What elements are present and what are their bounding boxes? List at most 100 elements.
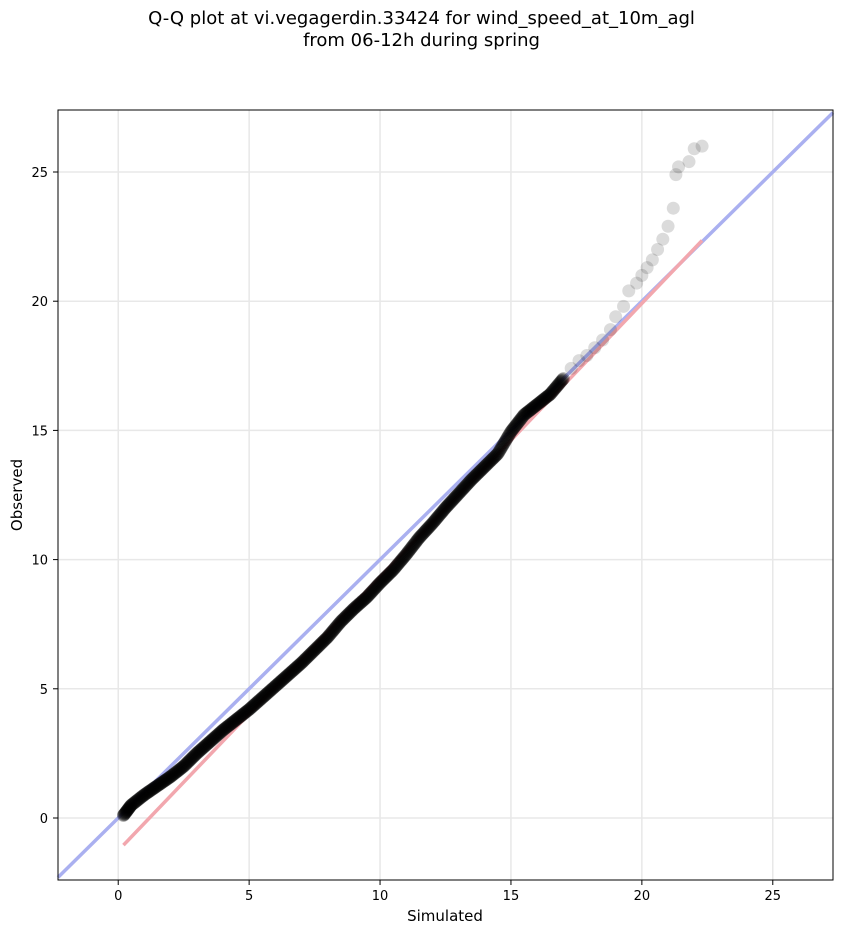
qq-point bbox=[196, 741, 210, 755]
qq-point bbox=[353, 596, 367, 610]
qq-point bbox=[513, 413, 527, 427]
qq-point bbox=[497, 436, 511, 450]
qq-point bbox=[192, 745, 206, 759]
qq-point bbox=[481, 457, 495, 471]
qq-point bbox=[124, 799, 138, 813]
qq-point bbox=[211, 727, 225, 741]
qq-point bbox=[603, 323, 617, 337]
qq-point bbox=[363, 587, 377, 601]
qq-point bbox=[551, 378, 565, 392]
qq-point bbox=[224, 716, 238, 730]
qq-point bbox=[291, 659, 305, 673]
qq-point bbox=[546, 384, 560, 398]
qq-point bbox=[234, 709, 248, 723]
qq-point bbox=[366, 583, 380, 597]
qq-point bbox=[460, 478, 474, 492]
qq-point bbox=[491, 447, 505, 461]
qq-point bbox=[318, 633, 332, 647]
qq-point bbox=[423, 519, 437, 533]
qq-point bbox=[257, 689, 271, 703]
qq-point bbox=[424, 518, 438, 532]
qq-point bbox=[500, 431, 514, 445]
qq-point bbox=[250, 696, 264, 710]
qq-point bbox=[386, 563, 400, 577]
qq-point bbox=[545, 385, 559, 399]
qq-point bbox=[435, 505, 449, 519]
qq-point bbox=[672, 160, 686, 174]
qq-point bbox=[133, 791, 147, 805]
qq-point bbox=[312, 638, 326, 652]
qq-point bbox=[166, 767, 180, 781]
qq-point bbox=[311, 639, 325, 653]
qq-point bbox=[533, 395, 547, 409]
qq-point bbox=[555, 373, 569, 387]
x-tick-label: 15 bbox=[503, 889, 520, 904]
qq-point bbox=[413, 530, 427, 544]
qq-point bbox=[450, 489, 464, 503]
qq-point bbox=[410, 534, 424, 548]
qq-point bbox=[379, 570, 393, 584]
qq-point bbox=[526, 401, 540, 415]
qq-point bbox=[493, 444, 507, 458]
qq-point bbox=[179, 757, 193, 771]
qq-point bbox=[527, 400, 541, 414]
qq-point bbox=[202, 736, 216, 750]
qq-point bbox=[373, 576, 387, 590]
qq-point bbox=[140, 786, 154, 800]
qq-point bbox=[188, 748, 202, 762]
qq-point bbox=[682, 155, 696, 169]
qq-point bbox=[455, 483, 469, 497]
qq-point bbox=[177, 759, 191, 773]
qq-point bbox=[210, 728, 224, 742]
qq-point bbox=[229, 713, 243, 727]
qq-point bbox=[298, 652, 312, 666]
qq-point bbox=[123, 800, 137, 814]
qq-point bbox=[489, 449, 503, 463]
qq-point bbox=[179, 757, 193, 771]
qq-point bbox=[232, 711, 246, 725]
qq-point bbox=[496, 439, 510, 453]
qq-point bbox=[280, 668, 294, 682]
qq-point bbox=[645, 253, 659, 267]
y-tick-label: 25 bbox=[31, 166, 48, 181]
qq-point bbox=[401, 545, 415, 559]
qq-point bbox=[286, 663, 300, 677]
y-tick-label: 10 bbox=[31, 554, 48, 569]
qq-point bbox=[169, 765, 183, 779]
qq-point bbox=[116, 808, 130, 822]
qq-point bbox=[161, 772, 175, 786]
qq-point bbox=[236, 708, 250, 722]
qq-point bbox=[478, 460, 492, 474]
qq-point bbox=[484, 453, 498, 467]
qq-point bbox=[120, 803, 134, 817]
qq-point bbox=[521, 405, 535, 419]
qq-point bbox=[388, 561, 402, 575]
qq-point bbox=[359, 591, 373, 605]
qq-point bbox=[425, 516, 439, 530]
qq-point bbox=[436, 504, 450, 518]
qq-point bbox=[548, 382, 562, 396]
qq-point bbox=[443, 496, 457, 510]
qq-point bbox=[492, 445, 506, 459]
qq-point bbox=[467, 470, 481, 484]
qq-point bbox=[266, 681, 280, 695]
qq-point bbox=[285, 664, 299, 678]
qq-point bbox=[255, 691, 269, 705]
qq-point bbox=[323, 627, 337, 641]
chart-title: Q-Q plot at vi.vegagerdin.33424 for wind… bbox=[0, 8, 843, 52]
qq-point bbox=[261, 686, 275, 700]
qq-point bbox=[258, 688, 272, 702]
qq-point bbox=[207, 731, 221, 745]
qq-point bbox=[138, 787, 152, 801]
qq-point bbox=[445, 494, 459, 508]
qq-point bbox=[505, 423, 519, 437]
qq-point bbox=[243, 702, 257, 716]
y-tick-label: 20 bbox=[31, 295, 48, 310]
qq-point bbox=[490, 448, 504, 462]
qq-point bbox=[522, 404, 536, 418]
qq-point bbox=[306, 645, 320, 659]
qq-point bbox=[290, 660, 304, 674]
qq-point bbox=[160, 772, 174, 786]
qq-point bbox=[297, 653, 311, 667]
qq-point bbox=[331, 618, 345, 632]
